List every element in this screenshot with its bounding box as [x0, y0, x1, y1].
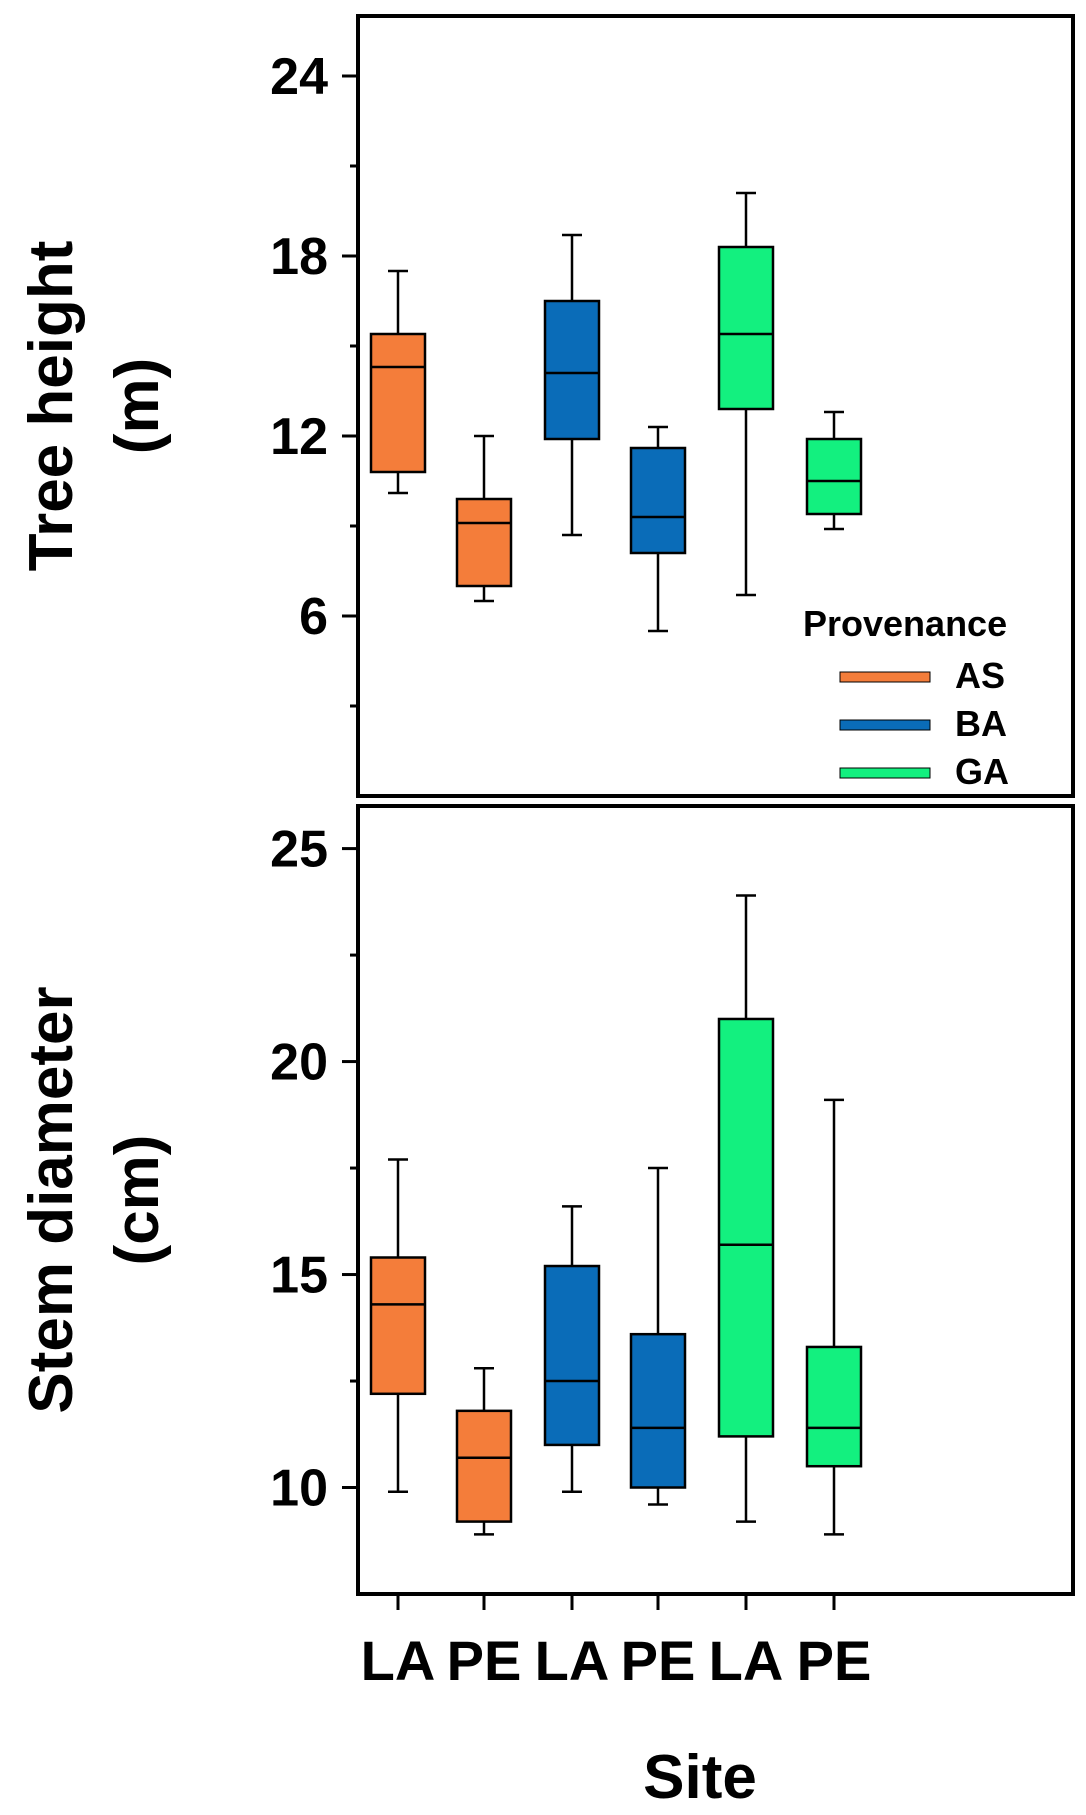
tree-height-y-axis: 6 12 18 24 [270, 48, 358, 708]
interquartile-box [629, 1332, 687, 1489]
interquartile-box [543, 299, 601, 441]
tree-height-y-title-line1: Tree height [17, 241, 86, 572]
stem-diameter-box-pe-ga [805, 1098, 863, 1536]
interquartile-box [455, 497, 513, 588]
stem-diameter-tick-label: 20 [270, 1034, 328, 1092]
tree-height-box-pe-ga [805, 410, 863, 531]
stem-diameter-tick-label: 15 [270, 1247, 328, 1305]
x-category-label: PE [797, 1629, 872, 1692]
tree-height-box-la-ba [543, 233, 601, 537]
stem-diameter-box-pe-ba [629, 1166, 687, 1506]
interquartile-box [629, 446, 687, 555]
tree-height-plot-frame [356, 14, 1075, 798]
legend-swatch-ga [839, 767, 931, 779]
tree-height-box-pe-as [455, 434, 513, 603]
stem-diameter-boxes [369, 894, 863, 1536]
tree-height-tick-label: 24 [270, 48, 328, 106]
x-category-label: LA [709, 1629, 784, 1692]
interquartile-box [717, 245, 775, 411]
tree-height-tick-label: 6 [299, 588, 328, 646]
legend-entries: AS BA GA [839, 655, 1009, 792]
stem-diameter-y-title-line1: Stem diameter [17, 986, 86, 1413]
legend-label-ba: BA [955, 703, 1007, 744]
stem-diameter-box-la-ga [717, 894, 775, 1523]
stem-diameter-box-pe-as [455, 1366, 513, 1536]
interquartile-box [369, 332, 427, 474]
stem-diameter-box-la-ba [543, 1205, 601, 1494]
x-category-label: PE [621, 1629, 696, 1692]
tree-height-box-pe-ba [629, 425, 687, 633]
stem-diameter-plot-frame [356, 804, 1075, 1596]
interquartile-box [805, 1345, 863, 1468]
legend-label-ga: GA [955, 751, 1009, 792]
tree-height-y-title-line2: (m) [103, 358, 172, 454]
legend-title: Provenance [803, 603, 1007, 644]
site-x-axis: LA PE LA PE LA PE [361, 1594, 872, 1692]
tree-height-box-la-ga [717, 191, 775, 597]
interquartile-box [369, 1256, 427, 1396]
stem-diameter-panel: 10 15 20 25 Stem diameter (cm) [17, 804, 1075, 1596]
legend-label-as: AS [955, 655, 1005, 696]
tree-height-boxes [369, 191, 863, 633]
interquartile-box [455, 1409, 513, 1523]
tree-height-panel: 6 12 18 24 Tree height (m) Provenance AS BA G… [17, 14, 1075, 798]
tree-height-tick-label: 12 [270, 408, 328, 466]
tree-height-tick-label: 18 [270, 228, 328, 286]
interquartile-box [717, 1017, 775, 1438]
interquartile-box [805, 437, 863, 516]
legend-background [798, 598, 1042, 794]
legend: Provenance AS BA GA [798, 598, 1042, 794]
legend-swatch-as [839, 671, 931, 683]
stem-diameter-tick-label: 25 [270, 821, 328, 879]
interquartile-box [543, 1264, 601, 1447]
legend-swatch-ba [839, 719, 931, 731]
stem-diameter-tick-label: 10 [270, 1460, 328, 1518]
stem-diameter-y-axis: 10 15 20 25 [270, 821, 358, 1518]
stem-diameter-y-title-line2: (cm) [103, 1135, 172, 1266]
x-category-label: PE [447, 1629, 522, 1692]
x-category-label: LA [361, 1629, 436, 1692]
tree-height-box-la-as [369, 269, 427, 495]
x-category-label: LA [535, 1629, 610, 1692]
stem-diameter-box-la-as [369, 1158, 427, 1494]
x-axis-title: Site [643, 1743, 757, 1812]
